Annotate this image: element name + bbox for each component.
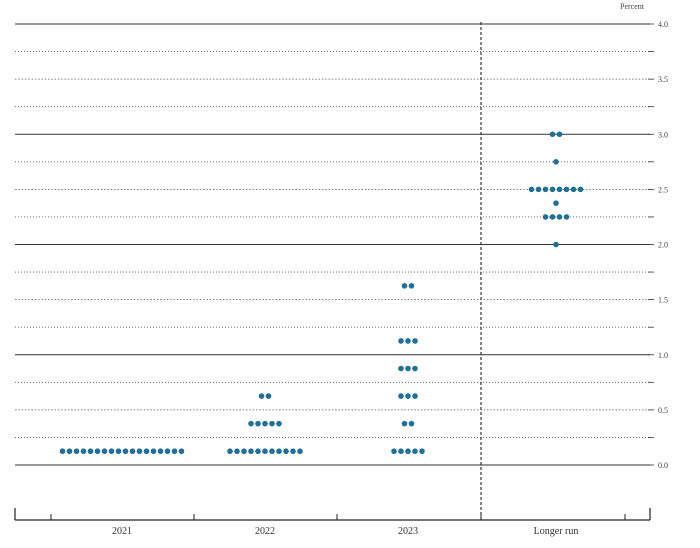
dot-point xyxy=(401,420,408,427)
dot-point xyxy=(258,393,265,399)
dot-point xyxy=(553,241,559,248)
dot-point xyxy=(227,448,233,455)
dot-point xyxy=(412,338,418,344)
dot-point xyxy=(542,186,549,193)
dot-point xyxy=(405,448,411,455)
dot-point xyxy=(405,338,411,344)
dot-point xyxy=(80,448,87,455)
dot-point xyxy=(528,186,535,193)
dot-point xyxy=(101,448,108,455)
dot-point xyxy=(556,214,563,220)
dot-point xyxy=(66,448,73,455)
x-category-label: Longer run xyxy=(534,526,579,537)
dot-point xyxy=(290,448,296,455)
dot-point xyxy=(542,214,549,220)
y-tick-label: 0.0 xyxy=(658,461,668,470)
dots xyxy=(59,131,584,455)
dot-point xyxy=(549,186,556,193)
dot-point xyxy=(556,186,563,193)
dot-point xyxy=(391,448,397,455)
x-axis xyxy=(14,508,651,521)
dot-point xyxy=(255,420,261,427)
dot-point xyxy=(398,338,404,344)
y-tick-label: 0.5 xyxy=(658,406,668,415)
y-tick-label: 2.0 xyxy=(658,241,668,250)
dot-point xyxy=(563,186,570,193)
dot-point xyxy=(150,448,157,455)
y-tick-label: 1.0 xyxy=(658,351,668,360)
x-category-label: 2022 xyxy=(255,526,275,537)
dot-point xyxy=(549,131,556,138)
dot-point xyxy=(248,420,254,427)
dot-point xyxy=(115,448,122,455)
dot-point xyxy=(265,393,272,399)
y-tick-label: 3.5 xyxy=(658,75,668,84)
dot-point xyxy=(234,448,240,455)
dot-point xyxy=(129,448,136,455)
dot-point xyxy=(241,448,247,455)
dot-point xyxy=(412,393,418,399)
dot-point xyxy=(157,448,164,455)
dot-point xyxy=(87,448,94,455)
dot-point xyxy=(549,214,556,220)
dot-point xyxy=(262,448,268,455)
dot-point xyxy=(269,448,275,455)
dot-point xyxy=(408,420,415,427)
dot-point xyxy=(178,448,185,455)
dot-point xyxy=(297,448,303,455)
dot-point xyxy=(398,448,404,455)
dot-point xyxy=(419,448,425,455)
dot-point xyxy=(535,186,542,193)
dot-point xyxy=(122,448,129,455)
dot-point xyxy=(164,448,171,455)
y-tick-label: 4.0 xyxy=(658,20,668,29)
dot-point xyxy=(556,131,563,138)
y-tick-label: 2.5 xyxy=(658,185,668,194)
dot-point xyxy=(577,186,584,193)
dot-point xyxy=(94,448,101,455)
unit-label: Percent xyxy=(620,2,645,11)
dot-point xyxy=(570,186,577,193)
dot-point xyxy=(171,448,178,455)
y-axis-tick-labels: 0.0 0.5 1.0 1.5 2.0 2.5 3.0 3.5 4.0 xyxy=(658,20,668,470)
dot-point xyxy=(248,448,254,455)
dot-point xyxy=(269,420,275,427)
dot-point xyxy=(553,200,559,206)
dot-point xyxy=(408,283,415,289)
dot-point xyxy=(563,214,570,220)
dot-point xyxy=(255,448,261,455)
dot-point xyxy=(401,283,408,289)
x-axis-category-labels: 2021 2022 2023 Longer run xyxy=(112,526,578,537)
dot-point xyxy=(276,448,282,455)
dot-point xyxy=(283,448,289,455)
dot-point xyxy=(405,365,411,372)
dot-point xyxy=(143,448,150,455)
dot-point xyxy=(276,420,282,427)
dot-point xyxy=(398,365,404,372)
dot-point xyxy=(412,365,418,372)
y-tick-label: 3.0 xyxy=(658,130,668,139)
y-tick-label: 1.5 xyxy=(658,296,668,305)
dot-point xyxy=(59,448,66,455)
dot-point xyxy=(262,420,268,427)
x-category-label: 2023 xyxy=(398,526,418,537)
dot-point xyxy=(405,393,411,399)
dot-point xyxy=(398,393,404,399)
dot-point xyxy=(108,448,115,455)
dot-point xyxy=(553,159,559,165)
dot-point xyxy=(73,448,80,455)
dot-point xyxy=(412,448,418,455)
dot-point xyxy=(136,448,143,455)
x-category-label: 2021 xyxy=(112,526,132,537)
